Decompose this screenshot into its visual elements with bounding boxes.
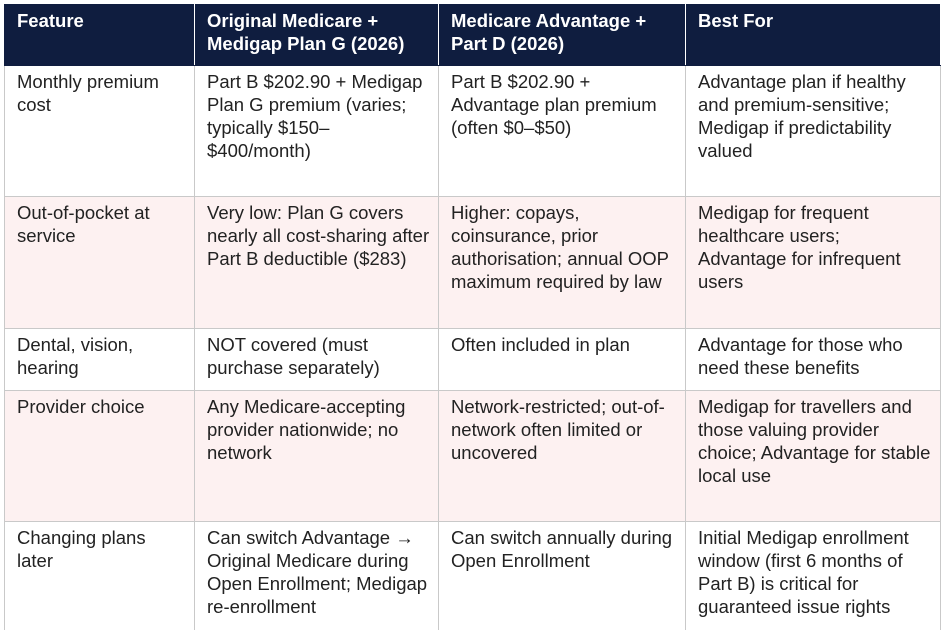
table-cell: Very low: Plan G covers nearly all cost-…	[194, 196, 439, 329]
header-cell: Feature	[4, 4, 195, 66]
header-cell: Best For	[685, 4, 941, 66]
feature-cell: Provider choice	[4, 390, 195, 522]
table-row: Provider choice Any Medicare-accepting pr…	[4, 390, 941, 522]
feature-cell: Monthly premium cost	[4, 65, 195, 197]
table-row: Out-of-pocket at service Very low: Plan G…	[4, 196, 941, 329]
table-row: Changing plans later Can switch Advantage…	[4, 521, 941, 630]
table-cell: Network-restricted; out-of-network often…	[438, 390, 686, 522]
table-cell: Part B $202.90 + Advantage plan premium …	[438, 65, 686, 197]
header-cell: Medicare Advantage + Part D (2026)	[438, 4, 686, 66]
table-cell: Advantage plan if healthy and premium-se…	[685, 65, 941, 197]
table-cell: NOT covered (must purchase separately)	[194, 328, 439, 391]
feature-cell: Out-of-pocket at service	[4, 196, 195, 329]
table-row: Dental, vision, hearing NOT covered (must…	[4, 328, 941, 391]
table-cell: Higher: copays, coinsurance, prior autho…	[438, 196, 686, 329]
table-cell: Medigap for frequent healthcare users; A…	[685, 196, 941, 329]
table-cell: Can switch Advantage → Original Medicare…	[194, 521, 439, 630]
table-cell: Can switch annually during Open Enrollme…	[438, 521, 686, 630]
header-row: Feature Original Medicare + Medigap Plan …	[4, 4, 941, 66]
table-cell: Often included in plan	[438, 328, 686, 391]
table-cell: Part B $202.90 + Medigap Plan G premium …	[194, 65, 439, 197]
table-cell: Initial Medigap enrollment window (first…	[685, 521, 941, 630]
feature-cell: Changing plans later	[4, 521, 195, 630]
table-cell: Medigap for travellers and those valuing…	[685, 390, 941, 522]
table-cell: Any Medicare-accepting provider nationwi…	[194, 390, 439, 522]
table-cell: Advantage for those who need these benef…	[685, 328, 941, 391]
comparison-table: Feature Original Medicare + Medigap Plan …	[4, 4, 941, 630]
feature-cell: Dental, vision, hearing	[4, 328, 195, 391]
table-row: Monthly premium cost Part B $202.90 + Med…	[4, 65, 941, 197]
header-cell: Original Medicare + Medigap Plan G (2026…	[194, 4, 439, 66]
